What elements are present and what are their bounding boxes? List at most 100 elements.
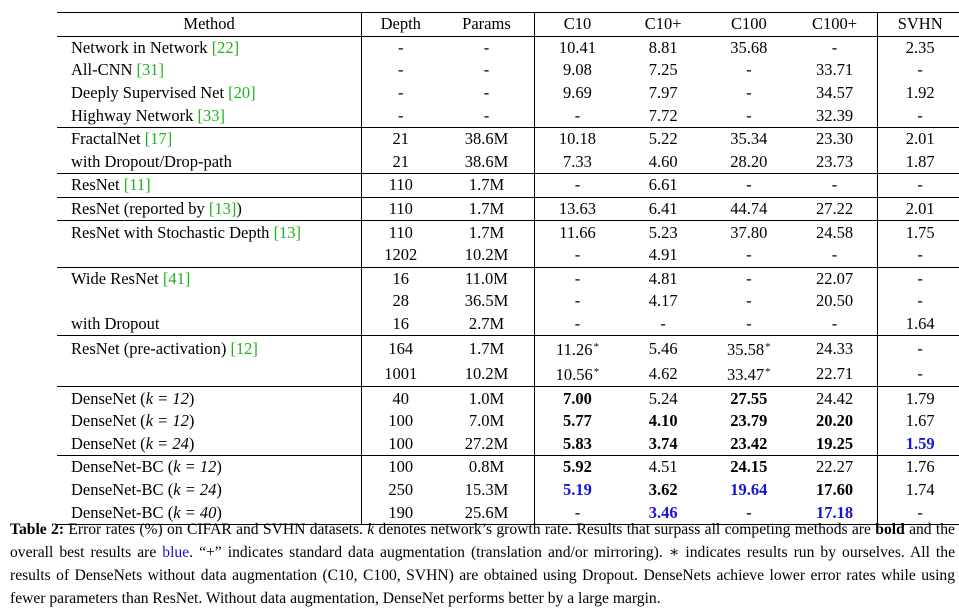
- svhn-cell: -: [877, 104, 959, 128]
- table-row: 1001 10.2M 10.56* 4.62 33.47* 22.71-: [57, 361, 959, 387]
- svhn-cell: -: [877, 290, 959, 313]
- method-name: DenseNet-BC (: [71, 479, 174, 499]
- c10p-cell: 4.81: [620, 266, 706, 291]
- c100-value: 19.64: [730, 479, 768, 499]
- citation-link[interactable]: [31]: [136, 60, 165, 80]
- params-value: 15.3M: [464, 479, 509, 499]
- params-cell: -: [439, 59, 534, 82]
- depth-cell: 1202: [361, 243, 440, 268]
- caption-part-5: indicates results run by ourselves. All …: [10, 544, 955, 607]
- depth-cell: 110: [361, 220, 440, 244]
- header-depth: Depth: [361, 12, 440, 37]
- citation-link[interactable]: [13]: [208, 199, 237, 219]
- results-table: Method Depth Params C10 C10+ C100 C100+ …: [57, 12, 959, 525]
- c100p-value: -: [831, 37, 838, 57]
- citation-link[interactable]: [41]: [162, 268, 191, 288]
- c100-cell: 33.47*: [706, 361, 792, 387]
- c10p-value: 4.81: [648, 268, 678, 288]
- c100-cell: 23.79: [706, 410, 792, 433]
- citation-link[interactable]: [12]: [230, 338, 258, 358]
- method-suffix: ): [188, 411, 195, 431]
- table-row: DenseNet-BC (k = 40) 190 25.6M - 3.46 - 17.18 -: [57, 501, 959, 525]
- c100p-cell: 22.27: [791, 455, 878, 479]
- table-row: 28 36.5M - 4.17 - 20.50 -: [57, 290, 959, 313]
- growth-rate: k = 12: [145, 411, 189, 431]
- c10p-value: 4.91: [648, 245, 678, 265]
- method-name: All-CNN: [71, 60, 137, 80]
- svhn-value: 1.64: [905, 314, 935, 334]
- svhn-value: 1.92: [905, 83, 935, 103]
- c10p-value: 4.60: [648, 151, 678, 171]
- c100p-value: 19.25: [815, 433, 854, 453]
- own-run-marker: *: [593, 341, 599, 354]
- c10p-value: 7.72: [648, 105, 678, 125]
- svhn-value: -: [917, 268, 923, 288]
- citation-link[interactable]: [11]: [123, 175, 151, 195]
- method-name: FractalNet: [71, 129, 145, 149]
- c100-value: -: [746, 245, 752, 265]
- params-cell: 11.0M: [439, 266, 535, 291]
- citation-link[interactable]: [33]: [197, 105, 225, 125]
- c10-cell: 10.56*: [533, 361, 621, 387]
- c10p-value: 3.74: [648, 433, 678, 453]
- c100p-value: 17.18: [815, 502, 854, 522]
- svhn-value: 1.67: [905, 411, 935, 431]
- svhn-value: -: [917, 175, 923, 195]
- method-cell: ResNet (reported by [13]): [57, 196, 362, 221]
- caption-blue-word: blue: [162, 544, 190, 561]
- citation-link[interactable]: [17]: [144, 129, 173, 149]
- svhn-value: -: [917, 502, 923, 522]
- params-value: 0.8M: [468, 457, 505, 477]
- c10-cell: 10.41: [533, 35, 621, 60]
- c10-cell: 9.69: [533, 81, 621, 105]
- c10-value: 10.56: [555, 365, 593, 385]
- params-cell: 38.6M: [439, 126, 535, 151]
- method-suffix: ): [216, 457, 222, 477]
- c10-value: -: [574, 105, 581, 125]
- c10p-cell: 8.81: [620, 35, 706, 60]
- citation-link[interactable]: [13]: [273, 222, 302, 242]
- svhn-cell: 1.87: [877, 150, 959, 174]
- depth-cell: 100: [361, 432, 440, 456]
- c100p-cell: 34.57: [792, 82, 878, 105]
- c100p-value: 20.20: [815, 411, 854, 431]
- c100-cell: -: [706, 313, 792, 336]
- svhn-cell: 2.01: [877, 126, 959, 151]
- method-cell: DenseNet (k = 12): [57, 410, 362, 433]
- c100p-value: 22.27: [815, 457, 854, 477]
- c100p-cell: 20.20: [792, 410, 878, 433]
- method-name: with Dropout: [71, 314, 160, 334]
- c10p-cell: 3.74: [620, 433, 706, 456]
- c10p-value: 4.51: [648, 457, 678, 477]
- table-row: with Dropout 16 2.7M - - - - 1.64: [57, 312, 959, 336]
- method-cell: Network in Network [22]: [57, 35, 362, 60]
- citation-link[interactable]: [20]: [228, 83, 256, 103]
- params-value: 11.0M: [465, 268, 508, 288]
- method-suffix: ): [188, 388, 195, 408]
- c100-cell: -: [705, 173, 792, 198]
- depth-cell: 190: [361, 501, 440, 525]
- c100-value: -: [746, 83, 752, 103]
- c10p-value: 7.25: [648, 60, 678, 80]
- c100p-value: 23.73: [815, 151, 854, 171]
- caption-text: Table 2: Error rates (%) on CIFAR and SV…: [10, 518, 955, 610]
- c10-cell: -: [533, 290, 621, 313]
- c100-value: -: [746, 175, 752, 195]
- c100p-cell: 19.25: [792, 433, 878, 456]
- c10p-cell: 6.61: [620, 173, 706, 198]
- method-name: ResNet (pre-activation): [71, 338, 231, 358]
- own-run-marker: *: [593, 366, 600, 379]
- table-row: Highway Network [33] - - - 7.72 - 32.39 -: [57, 104, 959, 128]
- method-name: Deeply Supervised Net: [71, 83, 229, 103]
- svhn-cell: -: [877, 335, 959, 362]
- c10-cell: -: [533, 501, 621, 525]
- depth-value: -: [398, 83, 404, 103]
- citation-link[interactable]: [22]: [211, 37, 240, 57]
- depth-cell: 21: [361, 126, 440, 151]
- table-row: DenseNet-BC (k = 24) 250 15.3M 5.19 3.62 19.6…: [57, 478, 959, 502]
- c100p-cell: -: [791, 35, 878, 60]
- svhn-value: 1.74: [905, 479, 935, 499]
- params-value: 1.7M: [468, 175, 505, 195]
- c100p-value: -: [831, 175, 838, 195]
- depth-value: 1202: [384, 245, 418, 265]
